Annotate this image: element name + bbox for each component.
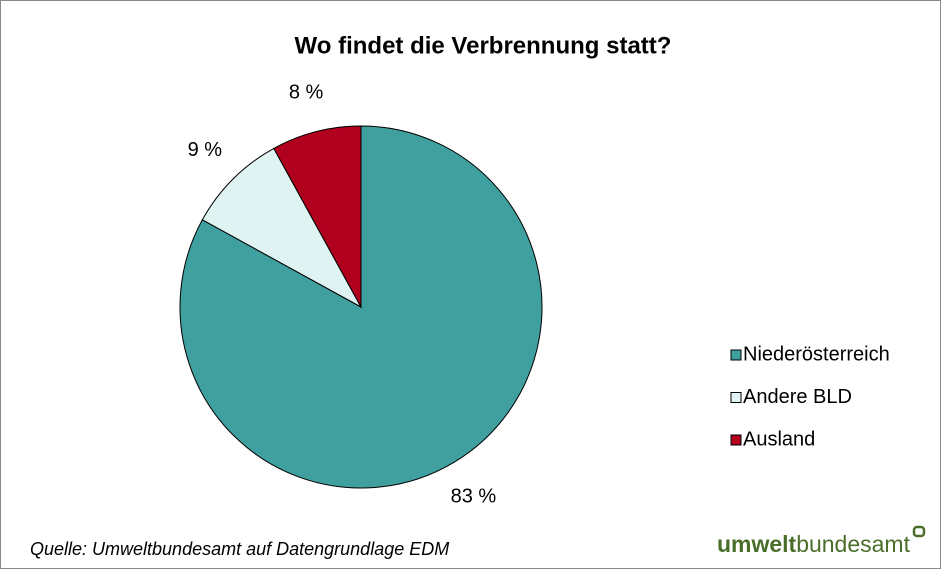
legend-label: Niederösterreich <box>743 343 890 365</box>
chart-title: Wo findet die Verbrennung statt? <box>295 32 672 59</box>
pie-slice <box>273 125 362 308</box>
legend-swatch <box>730 349 742 361</box>
logo: umweltbundesamt <box>717 531 911 557</box>
data-label: 9 % <box>188 139 223 161</box>
legend-swatch <box>730 434 742 446</box>
data-label: 8 % <box>289 81 324 103</box>
legend-label: Ausland <box>743 428 815 450</box>
logo-rest: bundesamt <box>796 531 910 557</box>
legend-label: Andere BLD <box>743 386 852 408</box>
logo-bold: umwelt <box>717 531 797 557</box>
data-label: 83 % <box>451 485 497 507</box>
logo-symbol <box>912 525 926 538</box>
source-note: Quelle: Umweltbundesamt auf Datengrundla… <box>30 539 449 559</box>
legend-swatch <box>730 392 742 403</box>
pie-slice <box>201 147 363 309</box>
